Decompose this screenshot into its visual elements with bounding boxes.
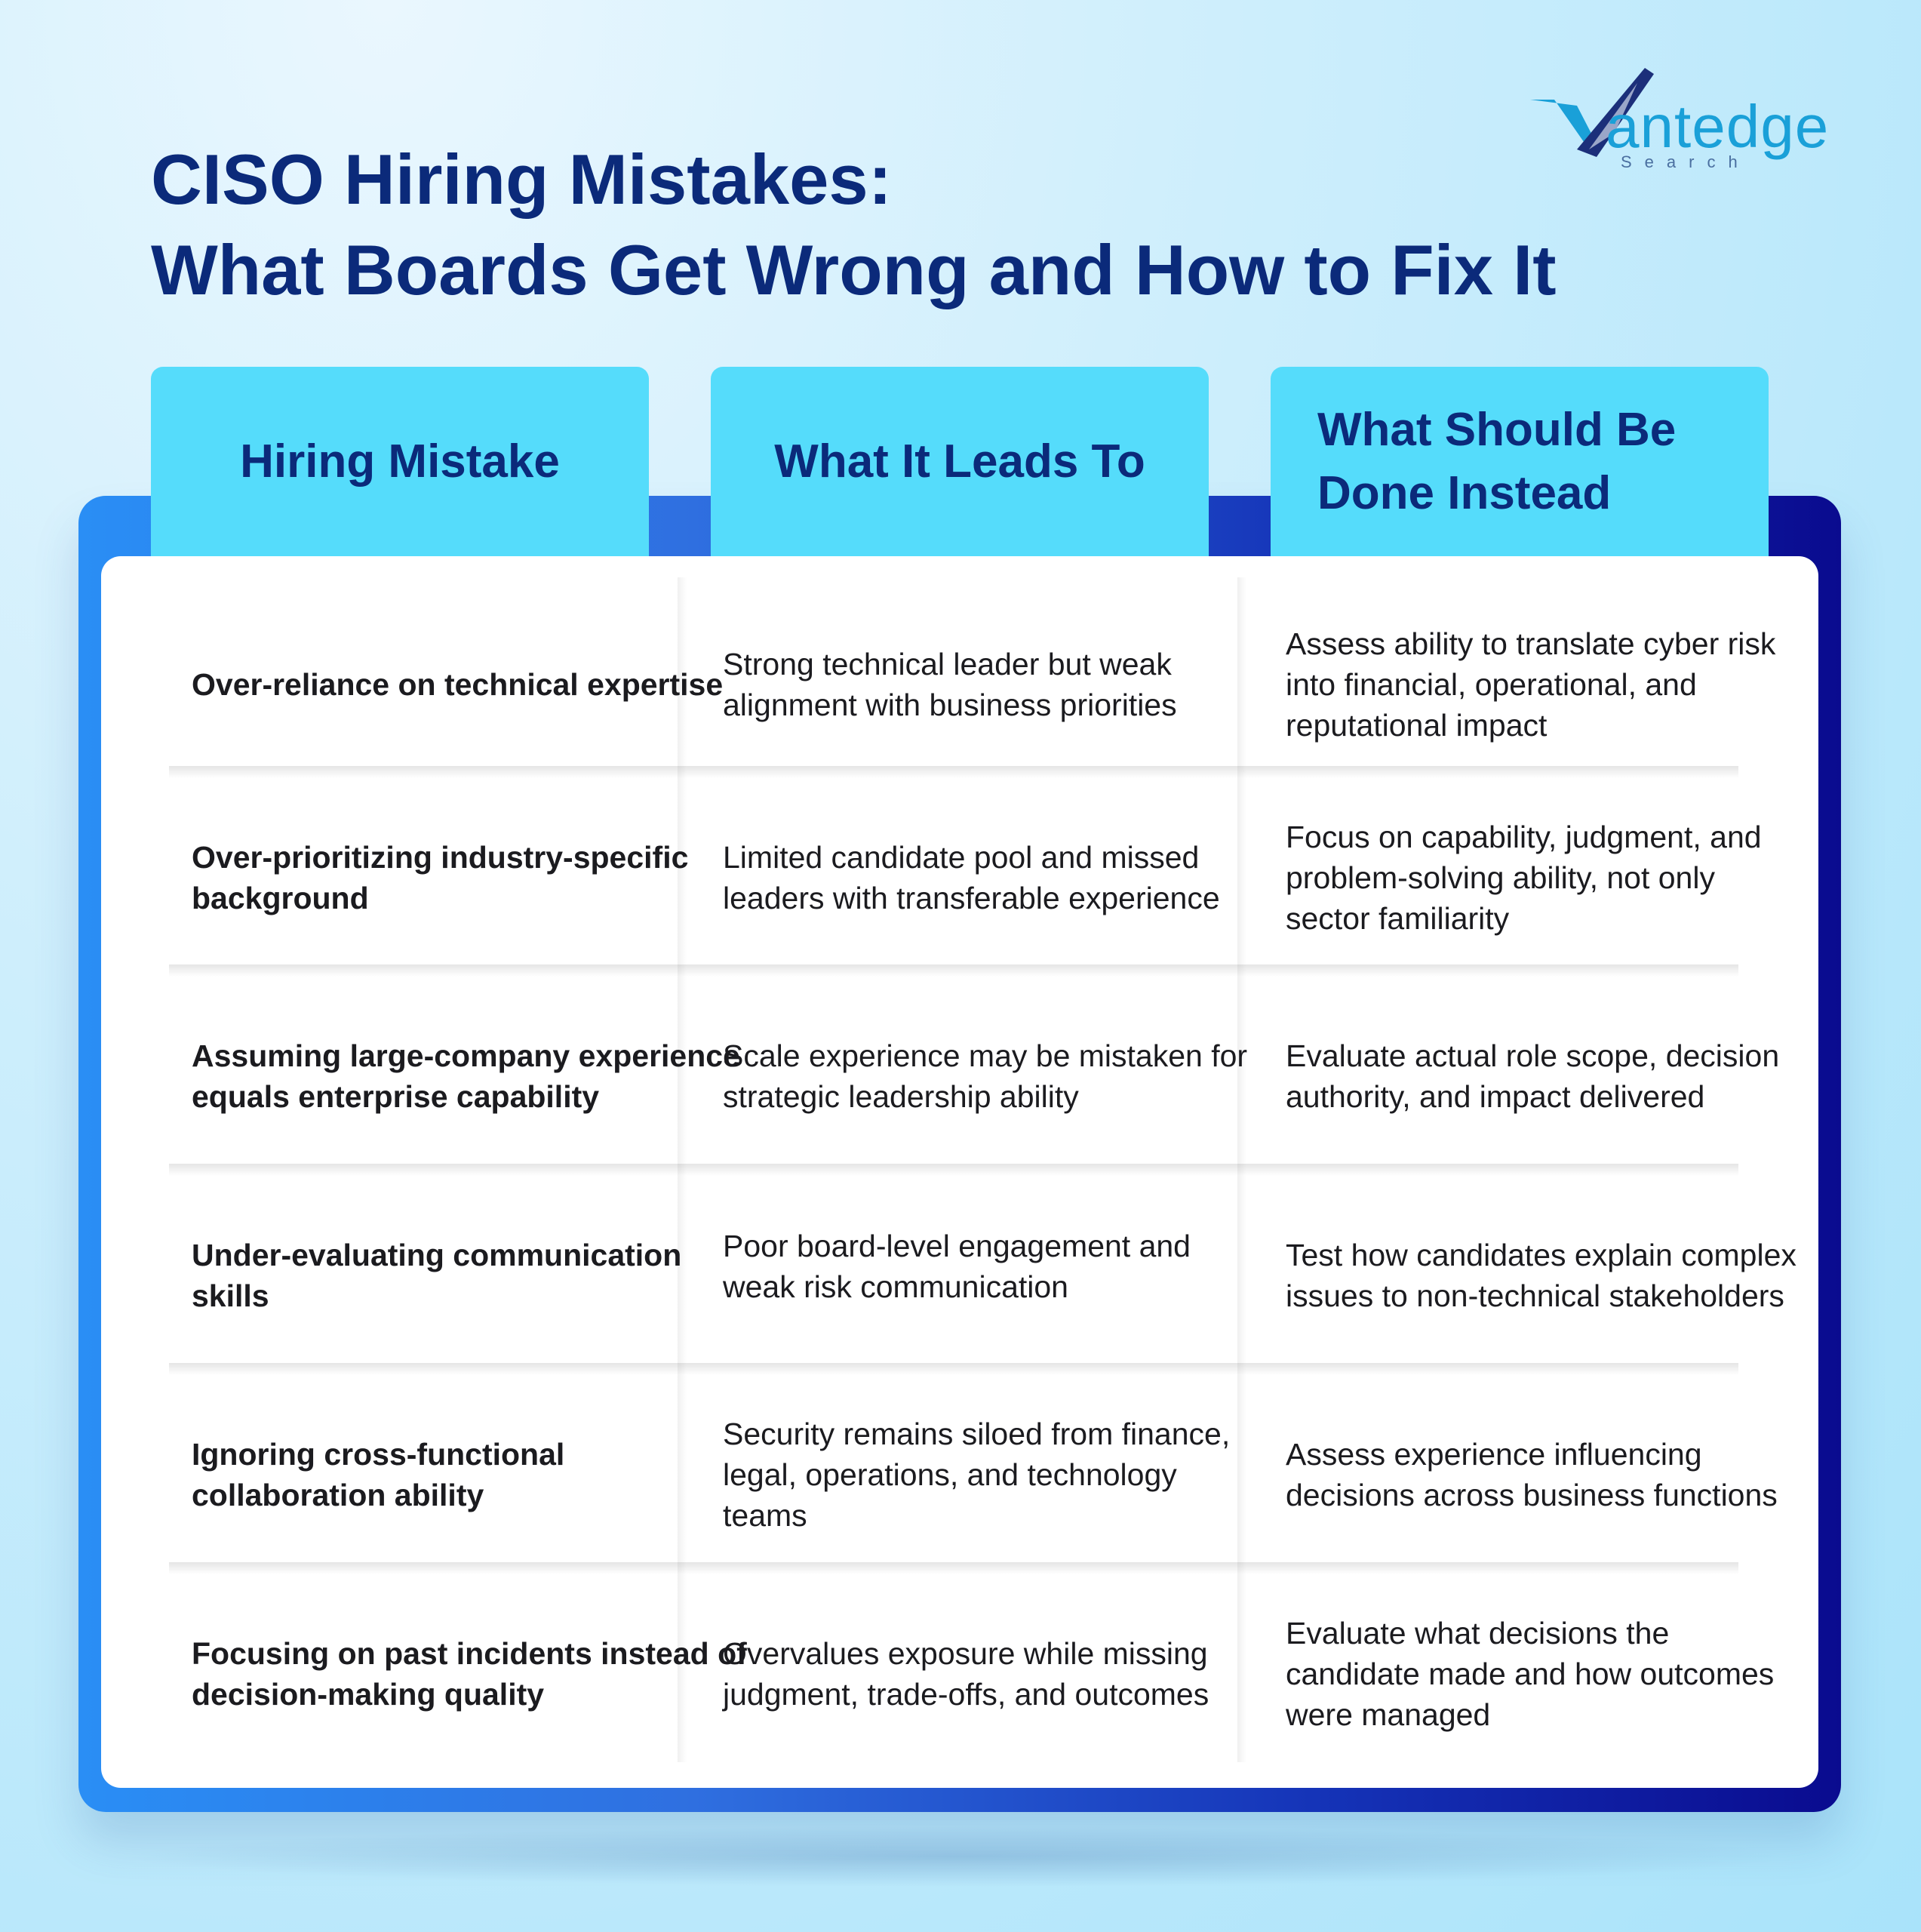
mistake-cell: Focusing on past incidents instead of de… xyxy=(192,1636,747,1712)
leads-to-cell: Scale experience may be mistaken for str… xyxy=(723,1038,1248,1114)
column-divider xyxy=(1237,577,1246,1762)
brand-subtitle: Search xyxy=(1621,152,1750,171)
column-divider xyxy=(678,577,687,1762)
header-what-it-leads-to: What It Leads To xyxy=(711,367,1209,557)
page-title: CISO Hiring Mistakes: What Boards Get Wr… xyxy=(151,134,1584,315)
row-divider xyxy=(169,1363,1738,1375)
leads-to-cell: Overvalues exposure while missing judgme… xyxy=(723,1636,1209,1712)
mistake-cell: Under-evaluating communication skills xyxy=(192,1238,682,1313)
brand-name: antedge xyxy=(1606,93,1830,160)
header-what-should-be-done: What Should Be Done Instead xyxy=(1271,367,1769,557)
floor-shadow xyxy=(121,1826,1796,1887)
header-hiring-mistake: Hiring Mistake xyxy=(151,367,649,557)
fix-cell: Assess experience influencing decisions … xyxy=(1286,1437,1778,1512)
row-divider xyxy=(169,1562,1738,1574)
leads-to-cell: Strong technical leader but weak alignme… xyxy=(723,647,1177,722)
leads-to-cell: Security remains siloed from finance, le… xyxy=(723,1417,1231,1533)
mistake-cell: Ignoring cross-functional collaboration … xyxy=(192,1437,565,1512)
title-line-2: What Boards Get Wrong and How to Fix It xyxy=(151,230,1557,309)
row-divider xyxy=(169,766,1738,778)
mistake-cell: Assuming large-company experience equals… xyxy=(192,1038,740,1114)
fix-cell: Evaluate actual role scope, decision aut… xyxy=(1286,1038,1780,1114)
row-divider xyxy=(169,1164,1738,1176)
fix-cell: Assess ability to translate cyber risk i… xyxy=(1286,626,1776,743)
table-row: Under-evaluating communication skills Po… xyxy=(101,1176,1818,1375)
table-row: Focusing on past incidents instead of de… xyxy=(101,1574,1818,1774)
checkmark-v-icon xyxy=(1530,68,1654,157)
table-row: Assuming large-company experience equals… xyxy=(101,977,1818,1176)
table-row: Over-reliance on technical expertise Str… xyxy=(101,585,1818,784)
row-divider xyxy=(169,964,1738,977)
mistake-cell: Over-prioritizing industry-specific back… xyxy=(192,840,689,915)
table-row: Over-prioritizing industry-specific back… xyxy=(101,778,1818,977)
fix-cell: Test how candidates explain complex issu… xyxy=(1286,1238,1797,1313)
leads-to-cell: Poor board-level engagement and weak ris… xyxy=(723,1229,1191,1304)
mistake-cell: Over-reliance on technical expertise xyxy=(192,667,724,702)
title-line-1: CISO Hiring Mistakes: xyxy=(151,140,892,219)
leads-to-cell: Limited candidate pool and missed leader… xyxy=(723,840,1220,915)
table-card: Over-reliance on technical expertise Str… xyxy=(101,556,1818,1788)
table-row: Ignoring cross-functional collaboration … xyxy=(101,1375,1818,1574)
fix-cell: Evaluate what decisions the candidate ma… xyxy=(1286,1616,1775,1732)
fix-cell: Focus on capability, judgment, and probl… xyxy=(1286,820,1762,936)
brand-logo: antedge Search xyxy=(1524,60,1849,174)
